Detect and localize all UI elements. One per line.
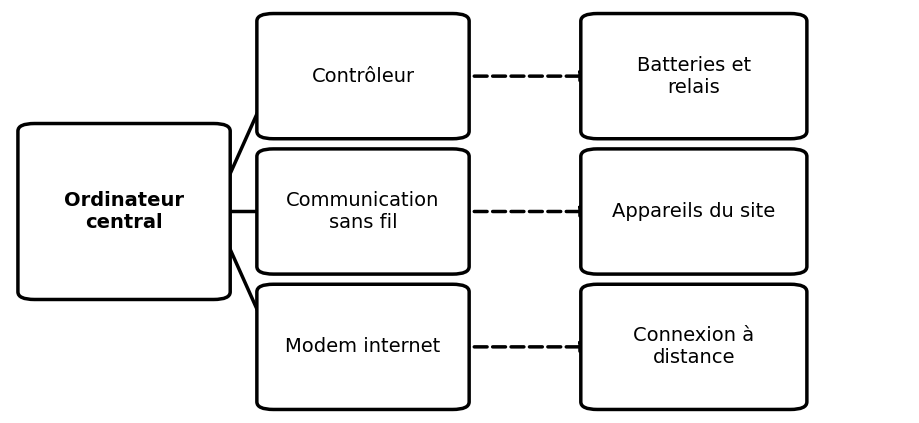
Text: Communication
sans fil: Communication sans fil bbox=[287, 191, 439, 232]
FancyBboxPatch shape bbox=[256, 149, 469, 274]
Text: Batteries et
relais: Batteries et relais bbox=[637, 56, 751, 96]
FancyBboxPatch shape bbox=[256, 284, 469, 409]
FancyBboxPatch shape bbox=[581, 284, 807, 409]
FancyBboxPatch shape bbox=[581, 149, 807, 274]
FancyBboxPatch shape bbox=[256, 14, 469, 139]
Text: Appareils du site: Appareils du site bbox=[612, 202, 776, 221]
FancyBboxPatch shape bbox=[18, 124, 230, 299]
Text: Ordinateur
central: Ordinateur central bbox=[64, 191, 184, 232]
Text: Modem internet: Modem internet bbox=[286, 338, 440, 356]
Text: Connexion à
distance: Connexion à distance bbox=[633, 327, 754, 367]
FancyBboxPatch shape bbox=[581, 14, 807, 139]
Text: Contrôleur: Contrôleur bbox=[312, 67, 414, 85]
